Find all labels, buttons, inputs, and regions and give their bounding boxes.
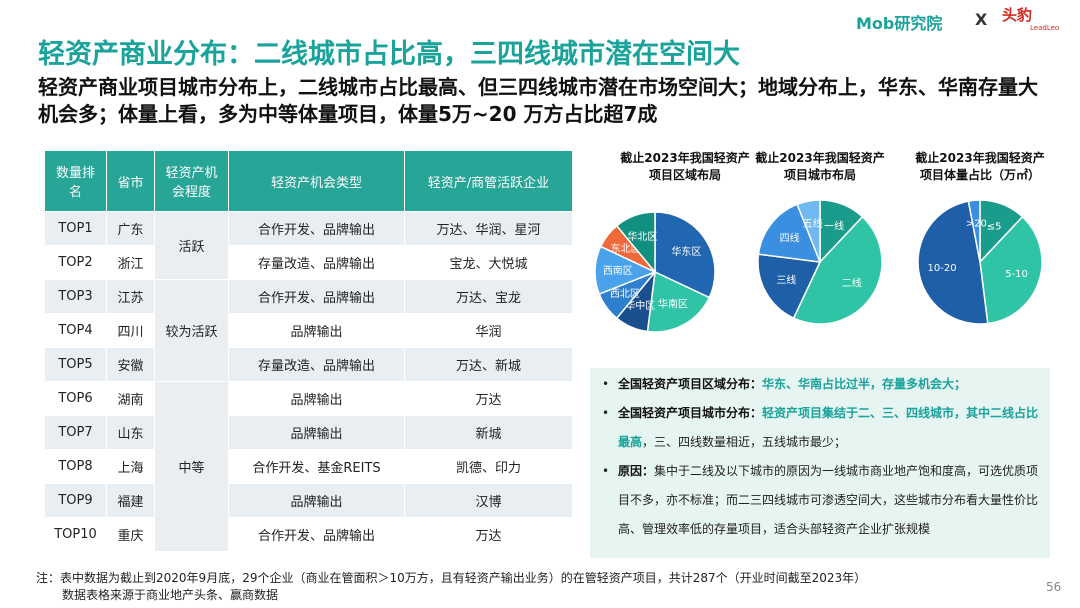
- province: 四川: [106, 313, 155, 348]
- bullet-rest: 集中于二线及以下城市的原因为一线城市商业地产饱和度高，可选优质项目不多，亦不标准…: [618, 464, 1039, 536]
- logo: 头豹: [1002, 6, 1033, 24]
- table-row: TOP8 上海 合作开发、基金REITS 凯德、印力: [44, 449, 573, 484]
- table-row: TOP10 重庆 合作开发、品牌输出 万达: [44, 517, 573, 552]
- bullet: 原因：集中于二线及以下城市的原因为一线城市商业地产饱和度高，可选优质项目不多，亦…: [596, 457, 1050, 544]
- pie-slice: [757, 203, 822, 263]
- province: 安徽: [106, 347, 155, 382]
- column-header: 轻资产/商管活跃企业: [404, 150, 573, 212]
- opportunity-type: 合作开发、品牌输出: [228, 279, 405, 314]
- firms: 万达: [404, 381, 573, 416]
- pie-slice: [792, 215, 883, 325]
- slice-label: 二线: [842, 277, 862, 290]
- table-row: TOP5 安徽 存量改造、品牌输出 万达、新城: [44, 347, 573, 382]
- pie-slice: [967, 199, 981, 263]
- slice-label: 西北区: [610, 288, 640, 300]
- logo: Mob研究院: [856, 14, 943, 33]
- pie-slice: [796, 199, 821, 263]
- table-row: TOP2 浙江 存量改造、品牌输出 宝龙、大悦城: [44, 245, 573, 280]
- table-row: TOP1 广东 活跃 合作开发、品牌输出 万达、华润、星河: [44, 211, 573, 280]
- rank: TOP6: [44, 381, 107, 416]
- column-header: 轻资产机会类型: [228, 150, 405, 212]
- pie-title: 截止2023年我国轻资产项目区域布局: [620, 151, 750, 182]
- province: 福建: [106, 483, 155, 518]
- firms: 万达、宝龙: [404, 279, 573, 314]
- note-prefix: 注：: [36, 571, 61, 585]
- level: 较为活跃: [154, 279, 229, 382]
- rank: TOP1: [44, 211, 107, 246]
- title: 轻资产商业分布：二线城市占比高，三四线城市潜在空间大: [38, 39, 740, 70]
- table: 数量排名 省市 轻资产机会程度 轻资产机会类型 轻资产/商管活跃企业 TOP1 广东 活跃 合作…: [44, 150, 573, 552]
- table-row: TOP7 山东 品牌输出 新城: [44, 415, 573, 450]
- pie-slice: [615, 211, 656, 275]
- pie-slice: [917, 200, 989, 325]
- opportunity-type: 合作开发、品牌输出: [228, 517, 405, 552]
- province: 江苏: [106, 279, 155, 314]
- note-text: 表中数据为截止到2020年9月底，29个企业（商业在管面积＞10万方，且有轻资产…: [60, 571, 867, 585]
- logo-en: LeadLeo: [1030, 24, 1060, 32]
- bullet-label: 全国轻资产项目城市分布：: [618, 406, 763, 420]
- table-row: TOP9 福建 品牌输出 汉博: [44, 483, 573, 518]
- firms: 凯德、印力: [404, 449, 573, 484]
- page-number: 56: [1046, 580, 1062, 594]
- opportunity-type: 品牌输出: [228, 483, 405, 518]
- bullets: 全国轻资产项目区域分布：华东、华南占比过半，存量多机会大；全国轻资产项目城市分布…: [596, 370, 1050, 544]
- firms: 万达、新城: [404, 347, 573, 382]
- slice-label: 四线: [780, 231, 800, 244]
- slice-label: 华南区: [658, 298, 688, 311]
- slice-label: 华中区: [625, 299, 655, 312]
- firms: 华润: [404, 313, 573, 348]
- bullet: 全国轻资产项目城市分布：轻资产项目集结于二、三、四线城市，其中二线占比最高，三、…: [596, 399, 1050, 457]
- pie-title: 截止2023年我国轻资产项目城市布局: [755, 151, 885, 182]
- slice-label: 五线: [803, 217, 823, 230]
- slice-label: >20: [966, 219, 987, 230]
- slice-label: 10-20: [928, 263, 957, 274]
- rank: TOP2: [44, 245, 107, 280]
- rank: TOP9: [44, 483, 107, 518]
- slice-label: 华东区: [671, 245, 701, 258]
- slice-label: 一线: [824, 219, 844, 232]
- note: 注：表中数据为截止到2020年9月底，29个企业（商业在管面积＞10万方，且有轻…: [36, 570, 866, 604]
- bullet-rest: ，三、四线数量相近，五线城市最少；: [642, 435, 847, 449]
- bullet-label: 原因：: [618, 464, 655, 478]
- pie-slice: [757, 253, 822, 320]
- note-text: 数据表格来源于商业地产头条、赢商数据: [62, 588, 279, 602]
- table-row: TOP6 湖南 中等 品牌输出 万达: [44, 381, 573, 552]
- slice-label: 西南区: [603, 264, 633, 277]
- rank: TOP10: [44, 517, 107, 552]
- province: 上海: [106, 449, 155, 484]
- bullet-highlight: 轻资产项目集结于二、三、四线城市，其中二线占比最高: [618, 406, 1039, 449]
- bullet-highlight: 华东、华南占比过半，存量多机会大；: [762, 377, 967, 391]
- table-row: TOP3 江苏 较为活跃 合作开发、品牌输出 万达、宝龙: [44, 279, 573, 382]
- level: 活跃: [154, 211, 229, 280]
- column-header: 数量排名: [44, 150, 107, 212]
- subtitle: 轻资产商业项目城市分布上，二线城市占比最高、但三四线城市潜在市场空间大；地域分布…: [38, 75, 1038, 126]
- slice-label: 华北区: [627, 230, 657, 243]
- opportunity-type: 合作开发、基金REITS: [228, 449, 405, 484]
- province: 重庆: [106, 517, 155, 552]
- pie-slice: [654, 211, 716, 299]
- opportunity-type: 品牌输出: [228, 415, 405, 450]
- opportunity-type: 存量改造、品牌输出: [228, 245, 405, 280]
- slice-label: 5-10: [1005, 269, 1028, 280]
- bullet-label: 全国轻资产项目区域分布：: [618, 377, 763, 391]
- pie-slice: [979, 215, 1043, 325]
- pie-slice: [646, 270, 711, 333]
- firms: 汉博: [404, 483, 573, 518]
- logo-separator: X: [975, 10, 988, 29]
- firms: 万达: [404, 517, 573, 552]
- province: 湖南: [106, 381, 155, 416]
- province: 山东: [106, 415, 155, 450]
- firms: 宝龙、大悦城: [404, 245, 573, 280]
- slice-label: 三线: [776, 274, 796, 287]
- slice-label: ≤5: [987, 221, 1002, 232]
- pie-title: 截止2023年我国轻资产项目体量占比（万㎡）: [915, 151, 1045, 182]
- rank: TOP7: [44, 415, 107, 450]
- bullet: 全国轻资产项目区域分布：华东、华南占比过半，存量多机会大；: [596, 370, 1050, 399]
